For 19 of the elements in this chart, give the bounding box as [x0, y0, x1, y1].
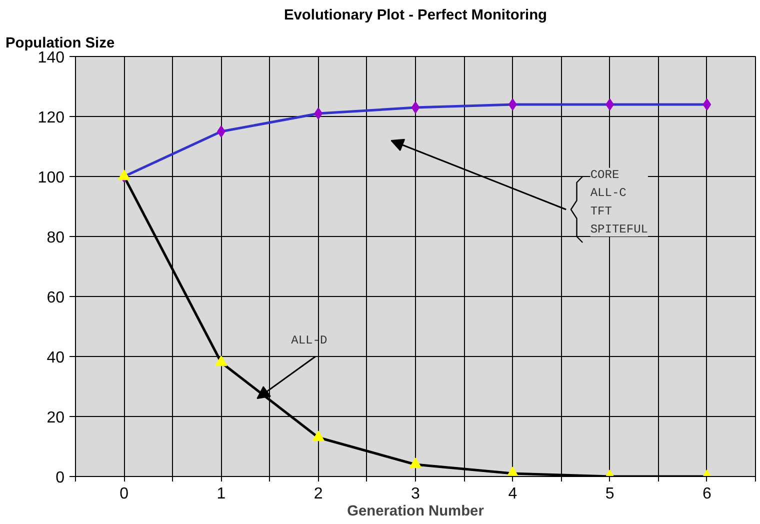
y-axis-title: Population Size	[6, 36, 115, 52]
x-tick-label: 4	[508, 486, 518, 502]
y-tick-label: 120	[38, 110, 65, 126]
y-tick-label: 80	[46, 230, 65, 246]
x-tick-label: 1	[216, 486, 226, 502]
y-tick-label: 60	[46, 290, 65, 306]
x-axis-title: Generation Number	[347, 504, 484, 520]
annotation: CORE ALL-C TFT SPITEFUL	[590, 168, 648, 236]
y-tick-label: 20	[46, 410, 65, 426]
x-tick-label: 5	[605, 486, 614, 502]
y-tick-label: 40	[46, 350, 65, 366]
y-tick-label: 100	[38, 170, 65, 186]
x-tick-label: 2	[314, 486, 323, 502]
y-tick-label: 0	[56, 470, 65, 486]
x-tick-label: 0	[120, 486, 129, 502]
y-tick-label: 140	[38, 50, 65, 66]
chart-title: Evolutionary Plot - Perfect Monitoring	[284, 8, 548, 24]
x-tick-label: 6	[702, 486, 712, 502]
x-tick-label: 3	[411, 486, 420, 502]
